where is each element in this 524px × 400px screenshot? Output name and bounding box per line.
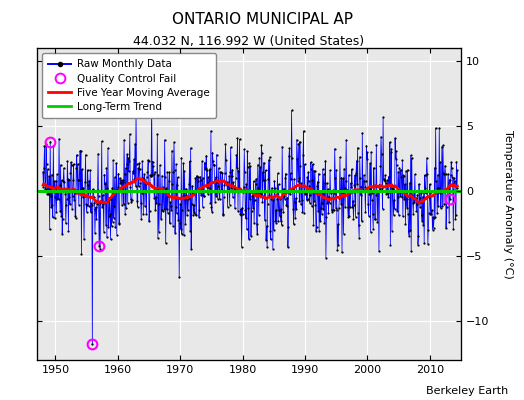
Legend: Raw Monthly Data, Quality Control Fail, Five Year Moving Average, Long-Term Tren: Raw Monthly Data, Quality Control Fail, …	[42, 53, 216, 118]
Text: Berkeley Earth: Berkeley Earth	[426, 386, 508, 396]
Title: 44.032 N, 116.992 W (United States): 44.032 N, 116.992 W (United States)	[133, 35, 365, 48]
Text: ONTARIO MUNICIPAL AP: ONTARIO MUNICIPAL AP	[171, 12, 353, 27]
Y-axis label: Temperature Anomaly (°C): Temperature Anomaly (°C)	[503, 130, 513, 278]
